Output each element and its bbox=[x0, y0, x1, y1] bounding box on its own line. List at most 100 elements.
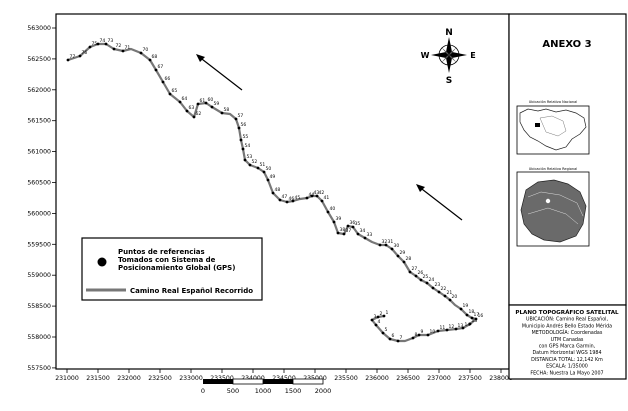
gps-point-label: 23 bbox=[435, 282, 441, 288]
x-tick-label: 231000 bbox=[55, 375, 79, 382]
scale-label: 0 bbox=[201, 387, 205, 395]
gps-point-label: 56 bbox=[241, 122, 247, 128]
gps-point-label: 41 bbox=[324, 195, 330, 201]
gps-point bbox=[66, 58, 70, 62]
gps-point-label: 26 bbox=[418, 270, 424, 276]
y-tick-label: 559500 bbox=[27, 241, 51, 248]
info-box bbox=[508, 304, 627, 380]
info-line: Datum Horizontal WGS 1984 bbox=[532, 350, 601, 356]
gps-point-label: 21 bbox=[447, 290, 453, 296]
gps-point bbox=[320, 199, 324, 203]
gps-point bbox=[315, 194, 319, 198]
y-tick-label: 560500 bbox=[27, 180, 51, 187]
y-tick-label: 557500 bbox=[27, 365, 51, 372]
gps-point-label: 48 bbox=[275, 187, 281, 193]
legend: Puntos de referencias Tomados con Sistem… bbox=[81, 237, 263, 301]
info-line: UBICACIÓN: Camino Real Español, bbox=[526, 316, 609, 323]
gps-point bbox=[96, 42, 100, 46]
gps-point bbox=[204, 101, 208, 105]
gps-point-label: 50 bbox=[266, 166, 272, 172]
y-tick-label: 563000 bbox=[27, 25, 51, 32]
gps-point bbox=[336, 231, 340, 235]
gps-point-label: 52 bbox=[252, 159, 258, 165]
y-tick-label: 558500 bbox=[27, 303, 51, 310]
x-tick-label: 233000 bbox=[179, 375, 203, 382]
gps-point-label: 34 bbox=[360, 228, 366, 234]
gps-point-label: 59 bbox=[214, 101, 220, 107]
gps-point-label: 62 bbox=[196, 111, 202, 117]
gps-point-label: 75 bbox=[92, 41, 98, 47]
info-line: DISTANCIA TOTAL: 12,142 Km bbox=[531, 357, 603, 363]
y-tick-label: 561500 bbox=[27, 118, 51, 125]
gps-point bbox=[356, 232, 360, 236]
gps-point-label: 33 bbox=[367, 232, 373, 238]
gps-point bbox=[426, 333, 430, 337]
compass-s: S bbox=[446, 76, 452, 86]
gps-point bbox=[121, 49, 125, 53]
x-tick-label: 235500 bbox=[334, 375, 358, 382]
gps-point bbox=[390, 247, 394, 251]
gps-point bbox=[474, 317, 478, 321]
gps-point-label: 32 bbox=[382, 239, 388, 245]
gps-point-label: 20 bbox=[452, 294, 458, 300]
gps-point bbox=[419, 278, 423, 282]
direction-arrow-upper bbox=[196, 54, 243, 91]
scale-label: 500 bbox=[227, 387, 239, 395]
gps-point-label: 11 bbox=[440, 325, 446, 331]
gps-point-label: 44 bbox=[309, 192, 315, 198]
gps-point bbox=[425, 281, 429, 285]
gps-point bbox=[241, 147, 245, 151]
legend-route-label: Camino Real Español Recorrido bbox=[130, 287, 253, 295]
gps-point bbox=[161, 80, 165, 84]
gps-point-label: 36 bbox=[350, 220, 356, 226]
gps-point-label: 64 bbox=[182, 96, 188, 102]
gps-point-label: 10 bbox=[430, 329, 436, 335]
gps-point bbox=[351, 225, 355, 229]
gps-point-label: 22 bbox=[441, 286, 447, 292]
gps-point bbox=[256, 166, 260, 170]
gps-point-label: 67 bbox=[158, 64, 164, 70]
side-panel bbox=[508, 13, 627, 306]
gps-point bbox=[461, 326, 465, 330]
gps-point-label: 31 bbox=[388, 239, 394, 245]
gps-point-label: 14 bbox=[465, 322, 471, 328]
x-tick-label: 232500 bbox=[148, 375, 172, 382]
gps-point-label: 53 bbox=[247, 154, 253, 160]
gps-point bbox=[310, 194, 314, 198]
gps-point bbox=[278, 198, 282, 202]
route-line bbox=[67, 42, 478, 343]
y-tick-label: 558000 bbox=[27, 334, 51, 341]
gps-point-label: 8 bbox=[415, 332, 418, 338]
gps-point bbox=[370, 318, 374, 322]
gps-point bbox=[210, 105, 214, 109]
y-tick-label: 559000 bbox=[27, 272, 51, 279]
inset-national-caption: Ubicación Relativa Nacional bbox=[529, 100, 578, 104]
gps-point-label: 16 bbox=[478, 313, 484, 319]
gps-point bbox=[196, 102, 200, 106]
gps-point-label: 65 bbox=[172, 88, 178, 94]
gps-point bbox=[346, 224, 350, 228]
map-frame bbox=[55, 13, 510, 370]
x-tick-label: 237000 bbox=[427, 375, 451, 382]
y-tick-label: 562000 bbox=[27, 87, 51, 94]
gps-point-label: 7 bbox=[400, 335, 403, 341]
gps-point-label: 70 bbox=[143, 47, 149, 53]
gps-point-label: 58 bbox=[224, 107, 230, 113]
gps-point-label: 45 bbox=[295, 195, 301, 201]
scale-label: 1500 bbox=[285, 387, 302, 395]
gps-point bbox=[381, 331, 385, 335]
gps-point bbox=[192, 115, 196, 119]
gps-point-label: 35 bbox=[355, 221, 361, 227]
legend-points-line2: Tomados con Sistema de bbox=[118, 256, 216, 264]
gps-point-label: 6 bbox=[392, 333, 395, 339]
x-tick-label: 233500 bbox=[210, 375, 234, 382]
gps-point bbox=[374, 323, 378, 327]
gps-point-label: 55 bbox=[243, 134, 249, 140]
gps-point bbox=[266, 178, 270, 182]
x-tick-label: 237500 bbox=[458, 375, 482, 382]
x-tick-label: 234000 bbox=[241, 375, 265, 382]
gps-point-label: 57 bbox=[238, 113, 244, 119]
gps-point bbox=[414, 274, 418, 278]
gps-point bbox=[332, 220, 336, 224]
scale-label: 1000 bbox=[255, 387, 272, 395]
